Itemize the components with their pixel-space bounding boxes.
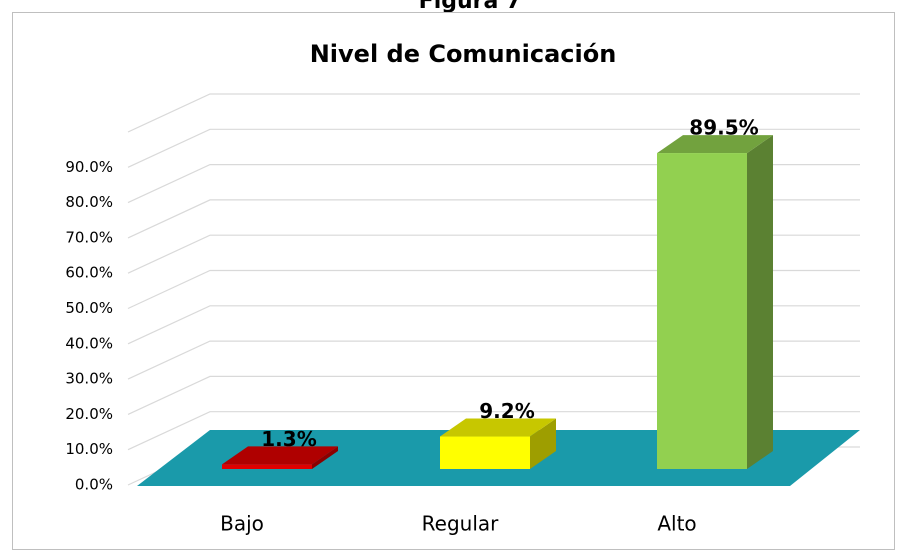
y-tick-label: 90.0% <box>65 158 113 176</box>
y-tick-label: 50.0% <box>65 299 113 317</box>
grid-line <box>127 305 860 345</box>
grid-line <box>127 164 860 204</box>
value-label: 89.5% <box>689 116 758 140</box>
grid-line <box>127 411 860 451</box>
bar-side <box>530 418 556 469</box>
bar-side <box>312 446 338 469</box>
y-tick-label: 60.0% <box>65 264 113 282</box>
y-tick-label: 10.0% <box>65 440 113 458</box>
x-tick-label: Bajo <box>220 512 264 536</box>
x-tick-label: Regular <box>422 512 499 536</box>
grid-line <box>127 128 860 168</box>
chart-border <box>12 12 895 550</box>
grid-line <box>127 269 860 310</box>
x-tick-label: Alto <box>657 512 696 536</box>
chart-title: Nivel de Comunicación <box>310 40 617 68</box>
bar-top <box>222 446 338 465</box>
y-tick-label: 70.0% <box>65 228 113 246</box>
grid-line <box>127 199 860 239</box>
bar <box>222 464 312 469</box>
caption: Figura 7 <box>419 0 522 14</box>
value-label: 9.2% <box>479 399 534 423</box>
bar <box>440 436 530 469</box>
bar-side <box>747 135 773 469</box>
bar-top <box>657 135 773 154</box>
y-tick-label: 20.0% <box>65 405 113 423</box>
grid-line <box>127 375 860 415</box>
bar <box>657 153 747 469</box>
value-label: 1.3% <box>261 427 316 451</box>
y-tick-label: 40.0% <box>65 334 113 352</box>
y-tick-label: 30.0% <box>65 370 113 388</box>
grid-line <box>127 234 860 274</box>
grid-line <box>127 340 860 380</box>
marks: 1.3% 9.2% 89.5% <box>222 116 773 469</box>
y-tick-label: 80.0% <box>65 193 113 211</box>
bar-top <box>440 418 556 437</box>
grid-line <box>127 93 860 133</box>
y-tick-label: 0.0% <box>75 476 113 494</box>
